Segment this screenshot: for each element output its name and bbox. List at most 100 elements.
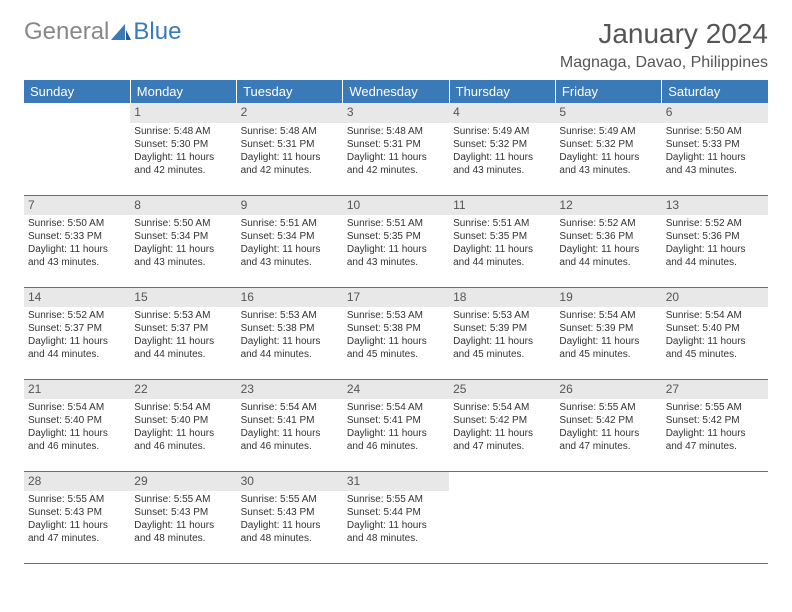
day-content: Sunrise: 5:54 AMSunset: 5:41 PMDaylight:…: [343, 399, 449, 455]
day-number: 26: [555, 380, 661, 400]
weekday-header: Monday: [130, 80, 236, 103]
day-number: 8: [130, 196, 236, 216]
sunrise-text: Sunrise: 5:55 AM: [241, 493, 339, 506]
sunset-text: Sunset: 5:31 PM: [347, 138, 445, 151]
calendar-cell: 26Sunrise: 5:55 AMSunset: 5:42 PMDayligh…: [555, 379, 661, 471]
daylight-text: Daylight: 11 hours and 44 minutes.: [28, 335, 126, 361]
daylight-text: Daylight: 11 hours and 43 minutes.: [241, 243, 339, 269]
calendar-row: 1Sunrise: 5:48 AMSunset: 5:30 PMDaylight…: [24, 103, 768, 195]
sunrise-text: Sunrise: 5:54 AM: [28, 401, 126, 414]
daylight-text: Daylight: 11 hours and 47 minutes.: [666, 427, 764, 453]
calendar-cell: 6Sunrise: 5:50 AMSunset: 5:33 PMDaylight…: [662, 103, 768, 195]
sunset-text: Sunset: 5:32 PM: [453, 138, 551, 151]
calendar-cell: 11Sunrise: 5:51 AMSunset: 5:35 PMDayligh…: [449, 195, 555, 287]
daylight-text: Daylight: 11 hours and 47 minutes.: [559, 427, 657, 453]
calendar-cell: 4Sunrise: 5:49 AMSunset: 5:32 PMDaylight…: [449, 103, 555, 195]
sunrise-text: Sunrise: 5:51 AM: [241, 217, 339, 230]
day-number: 12: [555, 196, 661, 216]
daylight-text: Daylight: 11 hours and 45 minutes.: [559, 335, 657, 361]
calendar-cell: 12Sunrise: 5:52 AMSunset: 5:36 PMDayligh…: [555, 195, 661, 287]
sunset-text: Sunset: 5:34 PM: [241, 230, 339, 243]
logo: General Blue: [24, 18, 181, 46]
sunrise-text: Sunrise: 5:50 AM: [666, 125, 764, 138]
sunrise-text: Sunrise: 5:50 AM: [134, 217, 232, 230]
day-content: Sunrise: 5:55 AMSunset: 5:42 PMDaylight:…: [555, 399, 661, 455]
sunset-text: Sunset: 5:42 PM: [666, 414, 764, 427]
day-number: 16: [237, 288, 343, 308]
sunrise-text: Sunrise: 5:54 AM: [241, 401, 339, 414]
calendar-cell: [662, 471, 768, 563]
sunset-text: Sunset: 5:39 PM: [453, 322, 551, 335]
calendar-cell: 3Sunrise: 5:48 AMSunset: 5:31 PMDaylight…: [343, 103, 449, 195]
sunset-text: Sunset: 5:37 PM: [134, 322, 232, 335]
location: Magnaga, Davao, Philippines: [560, 54, 768, 72]
daylight-text: Daylight: 11 hours and 47 minutes.: [28, 519, 126, 545]
day-content: Sunrise: 5:54 AMSunset: 5:39 PMDaylight:…: [555, 307, 661, 363]
daylight-text: Daylight: 11 hours and 42 minutes.: [134, 151, 232, 177]
sunset-text: Sunset: 5:39 PM: [559, 322, 657, 335]
day-number: 9: [237, 196, 343, 216]
daylight-text: Daylight: 11 hours and 47 minutes.: [453, 427, 551, 453]
calendar-cell: 20Sunrise: 5:54 AMSunset: 5:40 PMDayligh…: [662, 287, 768, 379]
sunset-text: Sunset: 5:42 PM: [453, 414, 551, 427]
sunrise-text: Sunrise: 5:53 AM: [241, 309, 339, 322]
day-content: Sunrise: 5:51 AMSunset: 5:34 PMDaylight:…: [237, 215, 343, 271]
daylight-text: Daylight: 11 hours and 43 minutes.: [666, 151, 764, 177]
calendar-body: 1Sunrise: 5:48 AMSunset: 5:30 PMDaylight…: [24, 103, 768, 563]
daylight-text: Daylight: 11 hours and 43 minutes.: [28, 243, 126, 269]
sunrise-text: Sunrise: 5:48 AM: [241, 125, 339, 138]
day-content: Sunrise: 5:55 AMSunset: 5:43 PMDaylight:…: [237, 491, 343, 547]
day-number: 29: [130, 472, 236, 492]
day-content: Sunrise: 5:49 AMSunset: 5:32 PMDaylight:…: [449, 123, 555, 179]
day-number: 28: [24, 472, 130, 492]
day-content: Sunrise: 5:52 AMSunset: 5:36 PMDaylight:…: [555, 215, 661, 271]
calendar-cell: 14Sunrise: 5:52 AMSunset: 5:37 PMDayligh…: [24, 287, 130, 379]
sunset-text: Sunset: 5:35 PM: [453, 230, 551, 243]
daylight-text: Daylight: 11 hours and 43 minutes.: [453, 151, 551, 177]
day-content: Sunrise: 5:54 AMSunset: 5:40 PMDaylight:…: [24, 399, 130, 455]
sunrise-text: Sunrise: 5:52 AM: [28, 309, 126, 322]
sunrise-text: Sunrise: 5:53 AM: [453, 309, 551, 322]
sunset-text: Sunset: 5:33 PM: [666, 138, 764, 151]
calendar-cell: 13Sunrise: 5:52 AMSunset: 5:36 PMDayligh…: [662, 195, 768, 287]
daylight-text: Daylight: 11 hours and 44 minutes.: [241, 335, 339, 361]
sunrise-text: Sunrise: 5:54 AM: [453, 401, 551, 414]
logo-text-general: General: [24, 18, 109, 46]
header: General Blue January 2024 Magnaga, Davao…: [24, 18, 768, 72]
daylight-text: Daylight: 11 hours and 46 minutes.: [241, 427, 339, 453]
daylight-text: Daylight: 11 hours and 46 minutes.: [28, 427, 126, 453]
day-number: 5: [555, 103, 661, 123]
calendar-cell: [449, 471, 555, 563]
sunrise-text: Sunrise: 5:52 AM: [666, 217, 764, 230]
day-content: Sunrise: 5:48 AMSunset: 5:31 PMDaylight:…: [237, 123, 343, 179]
sunrise-text: Sunrise: 5:52 AM: [559, 217, 657, 230]
day-number: 3: [343, 103, 449, 123]
calendar-cell: 28Sunrise: 5:55 AMSunset: 5:43 PMDayligh…: [24, 471, 130, 563]
weekday-header: Tuesday: [237, 80, 343, 103]
month-title: January 2024: [560, 18, 768, 50]
daylight-text: Daylight: 11 hours and 48 minutes.: [241, 519, 339, 545]
day-number: 31: [343, 472, 449, 492]
day-number: 18: [449, 288, 555, 308]
day-content: Sunrise: 5:54 AMSunset: 5:41 PMDaylight:…: [237, 399, 343, 455]
sunrise-text: Sunrise: 5:55 AM: [28, 493, 126, 506]
calendar-cell: 19Sunrise: 5:54 AMSunset: 5:39 PMDayligh…: [555, 287, 661, 379]
day-number: 19: [555, 288, 661, 308]
sunrise-text: Sunrise: 5:54 AM: [134, 401, 232, 414]
day-number: 21: [24, 380, 130, 400]
day-content: Sunrise: 5:54 AMSunset: 5:40 PMDaylight:…: [130, 399, 236, 455]
daylight-text: Daylight: 11 hours and 43 minutes.: [559, 151, 657, 177]
calendar-cell: 29Sunrise: 5:55 AMSunset: 5:43 PMDayligh…: [130, 471, 236, 563]
calendar-cell: 24Sunrise: 5:54 AMSunset: 5:41 PMDayligh…: [343, 379, 449, 471]
sunrise-text: Sunrise: 5:55 AM: [347, 493, 445, 506]
daylight-text: Daylight: 11 hours and 44 minutes.: [453, 243, 551, 269]
sunset-text: Sunset: 5:43 PM: [28, 506, 126, 519]
day-number: 1: [130, 103, 236, 123]
logo-sail-icon: [111, 24, 131, 40]
daylight-text: Daylight: 11 hours and 44 minutes.: [666, 243, 764, 269]
sunrise-text: Sunrise: 5:53 AM: [347, 309, 445, 322]
daylight-text: Daylight: 11 hours and 48 minutes.: [134, 519, 232, 545]
sunset-text: Sunset: 5:35 PM: [347, 230, 445, 243]
calendar-cell: 23Sunrise: 5:54 AMSunset: 5:41 PMDayligh…: [237, 379, 343, 471]
sunrise-text: Sunrise: 5:54 AM: [666, 309, 764, 322]
